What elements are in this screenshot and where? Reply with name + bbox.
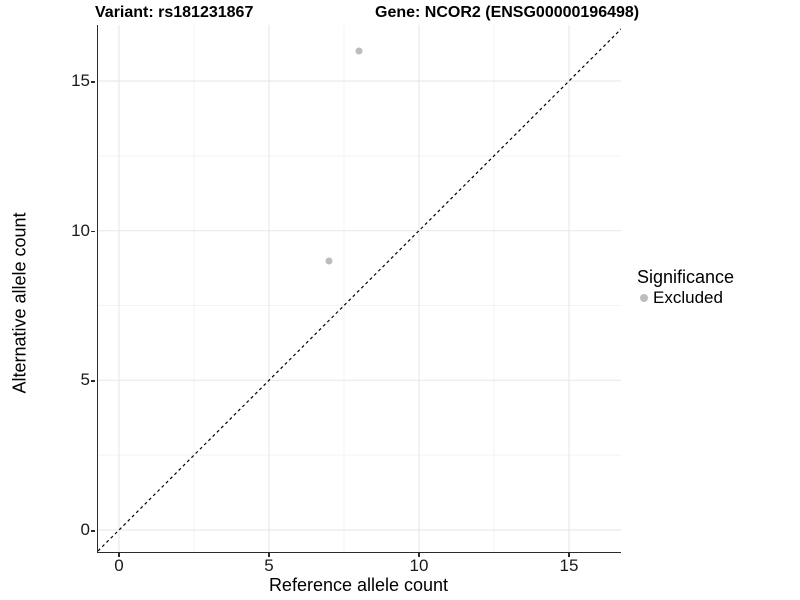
data-point [355, 47, 363, 55]
x-tick-mark [418, 553, 420, 557]
identity-line [98, 28, 621, 552]
data-point [325, 257, 333, 265]
y-tick-label: 15 [71, 71, 90, 90]
y-tick-label: 0 [80, 520, 90, 539]
x-tick-label: 10 [409, 556, 429, 575]
x-tick-label: 5 [264, 556, 274, 575]
y-tick-label: 10 [71, 220, 90, 240]
y-axis-title: Alternative allele count [9, 212, 30, 394]
x-axis-title: Reference allele count [268, 575, 449, 595]
legend-item-label: Excluded [653, 288, 723, 307]
x-tick-mark [118, 553, 120, 557]
legend-point-icon [640, 294, 648, 302]
x-tick-mark [268, 553, 270, 557]
y-tick-label: 5 [80, 370, 90, 390]
x-tick-mark [568, 553, 570, 557]
y-tick-mark [91, 380, 95, 382]
x-tick-label: 0 [114, 556, 124, 575]
y-tick-mark [91, 530, 95, 532]
y-tick-mark [91, 230, 95, 233]
plot-title-gene: Gene: NCOR2 (ENSG00000196498) [375, 4, 640, 21]
plot-panel [97, 25, 621, 553]
plot-title-variant: Variant: rs181231867 [95, 4, 254, 21]
gridlines-and-identity-line [98, 25, 621, 552]
legend-title: Significance [637, 267, 735, 287]
x-tick-label: 15 [559, 556, 579, 575]
legend: Significance Excluded [637, 266, 734, 308]
legend-item: Excluded [640, 288, 734, 308]
y-tick-mark [91, 81, 95, 83]
